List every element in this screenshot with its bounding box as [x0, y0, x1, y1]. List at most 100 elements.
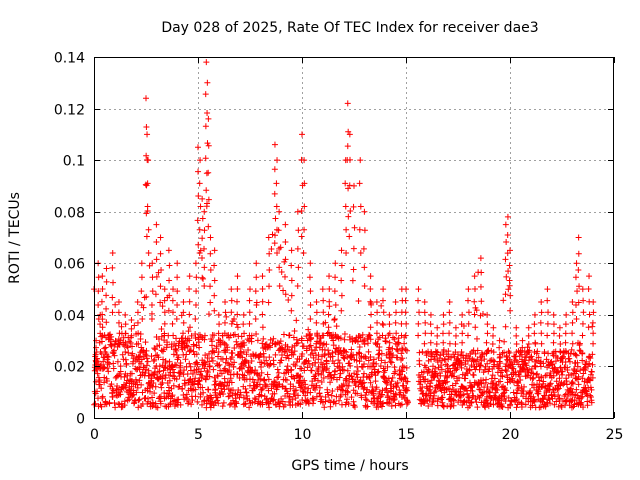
data-point	[373, 298, 380, 305]
data-point	[114, 358, 121, 365]
data-point	[502, 256, 509, 263]
data-point	[383, 352, 390, 359]
data-point	[359, 364, 366, 371]
y-tick-label: 0.08	[54, 206, 85, 222]
data-point	[257, 351, 264, 358]
data-point	[317, 393, 324, 400]
data-point	[101, 345, 108, 352]
data-point	[499, 373, 506, 380]
data-point	[435, 395, 442, 402]
data-point	[182, 394, 189, 401]
data-point	[490, 379, 497, 386]
data-point	[138, 381, 145, 388]
data-point	[438, 357, 445, 364]
data-point	[521, 383, 528, 390]
data-point	[168, 393, 175, 400]
data-point	[346, 360, 353, 367]
data-point	[226, 362, 233, 369]
data-point	[450, 402, 457, 409]
data-point	[125, 349, 132, 356]
data-point	[211, 307, 218, 314]
data-point	[367, 336, 374, 343]
data-point	[219, 356, 226, 363]
data-point	[535, 388, 542, 395]
data-point	[490, 324, 497, 331]
data-point	[246, 404, 253, 411]
data-point	[271, 190, 278, 197]
data-point	[272, 351, 279, 358]
data-point	[180, 298, 187, 305]
data-point	[415, 332, 422, 339]
data-point	[332, 274, 339, 281]
data-point	[117, 363, 124, 370]
data-point	[211, 292, 218, 299]
data-point	[154, 404, 161, 411]
data-point	[189, 370, 196, 377]
data-point	[478, 357, 485, 364]
data-point	[255, 376, 262, 383]
data-point	[213, 343, 220, 350]
data-point	[200, 389, 207, 396]
data-point	[399, 368, 406, 375]
data-point	[490, 332, 497, 339]
y-tick-label: 0.02	[54, 360, 85, 376]
data-point	[98, 361, 105, 368]
data-point	[361, 208, 368, 215]
data-point	[298, 335, 305, 342]
data-point	[99, 393, 106, 400]
data-point	[108, 342, 115, 349]
data-point	[386, 321, 393, 328]
data-point	[544, 297, 551, 304]
data-point	[256, 381, 263, 388]
data-point	[305, 385, 312, 392]
data-point	[294, 282, 301, 289]
data-point	[345, 400, 352, 407]
data-point	[501, 349, 508, 356]
data-point	[483, 339, 490, 346]
data-point	[523, 372, 530, 379]
data-point	[273, 203, 280, 210]
data-point	[588, 368, 595, 375]
data-point	[506, 262, 513, 269]
data-point	[201, 227, 208, 234]
data-point	[186, 360, 193, 367]
data-point	[391, 336, 398, 343]
data-point	[584, 402, 591, 409]
data-point	[173, 362, 180, 369]
data-point	[252, 315, 259, 322]
data-point	[218, 370, 225, 377]
x-tick-label: 15	[398, 427, 416, 443]
data-point	[486, 389, 493, 396]
data-point	[309, 400, 316, 407]
data-point	[402, 297, 409, 304]
data-point	[324, 365, 331, 372]
data-point	[276, 208, 283, 215]
data-point	[440, 321, 447, 328]
data-point	[166, 262, 173, 269]
data-point	[528, 353, 535, 360]
data-point	[502, 397, 509, 404]
data-point	[530, 397, 537, 404]
data-point	[205, 223, 212, 230]
data-point	[392, 298, 399, 305]
data-point	[287, 367, 294, 374]
data-point	[231, 403, 238, 410]
data-point	[321, 404, 328, 411]
data-point	[379, 297, 386, 304]
data-point	[156, 363, 163, 370]
data-point	[115, 309, 122, 316]
data-point	[186, 285, 193, 292]
data-point	[116, 330, 123, 337]
data-point	[199, 195, 206, 202]
data-point	[153, 239, 160, 246]
data-point	[265, 387, 272, 394]
data-point	[237, 389, 244, 396]
data-point	[144, 203, 151, 210]
data-point	[136, 377, 143, 384]
data-point	[444, 368, 451, 375]
data-point	[249, 376, 256, 383]
data-point	[281, 348, 288, 355]
data-point	[293, 358, 300, 365]
data-point	[318, 396, 325, 403]
data-point	[513, 340, 520, 347]
